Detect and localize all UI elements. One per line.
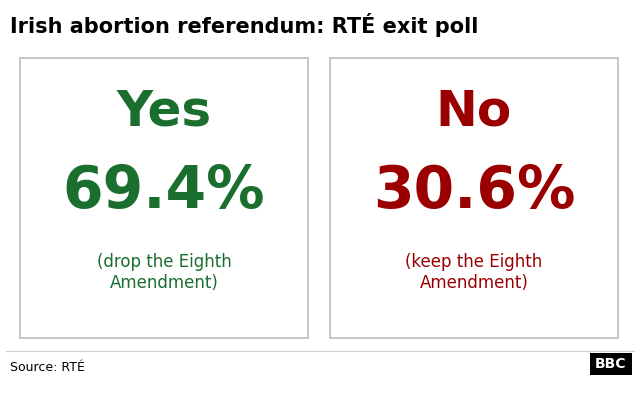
Text: Irish abortion referendum: RTÉ exit poll: Irish abortion referendum: RTÉ exit poll — [10, 13, 478, 37]
Text: Source: RTÉ: Source: RTÉ — [10, 361, 85, 374]
Text: Yes: Yes — [116, 88, 212, 136]
FancyBboxPatch shape — [590, 353, 632, 375]
FancyBboxPatch shape — [20, 58, 308, 338]
Text: (drop the Eighth
Amendment): (drop the Eighth Amendment) — [97, 253, 232, 292]
Text: 30.6%: 30.6% — [372, 163, 575, 220]
FancyBboxPatch shape — [330, 58, 618, 338]
Text: BBC: BBC — [595, 357, 627, 371]
Text: 69.4%: 69.4% — [63, 163, 266, 220]
Text: No: No — [436, 88, 512, 136]
Text: (keep the Eighth
Amendment): (keep the Eighth Amendment) — [405, 253, 543, 292]
